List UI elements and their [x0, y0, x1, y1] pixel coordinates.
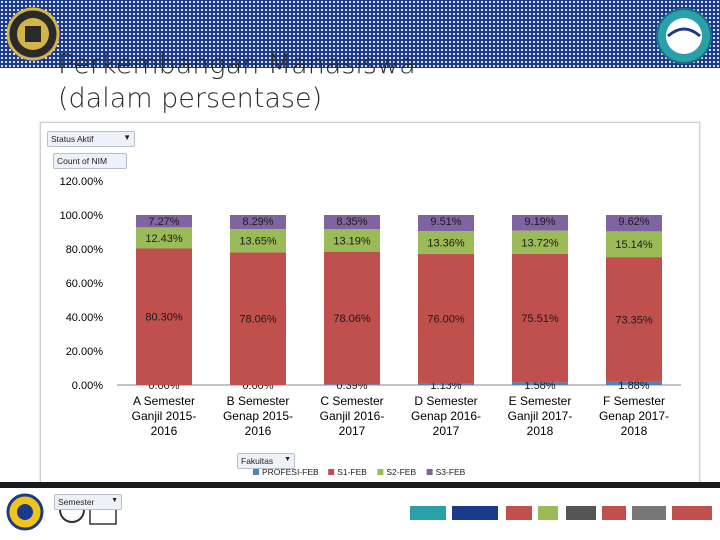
- data-label: 13.19%: [333, 235, 371, 247]
- slide-title: Perkembangan Mahasiswa (dalam persentase…: [58, 48, 416, 116]
- y-tick-label: 60.00%: [66, 278, 104, 290]
- bar-segment: [136, 248, 192, 385]
- data-label: 15.14%: [615, 239, 653, 251]
- x-tick-label: A Semester: [133, 394, 195, 408]
- partner-logos-strip: [410, 506, 712, 520]
- bar-segment: [512, 215, 568, 231]
- bar-segment: [230, 215, 286, 230]
- dropdown-icon: ▼: [111, 497, 118, 504]
- legend-swatch: [253, 469, 259, 475]
- legend-swatch: [426, 469, 433, 475]
- bar-segment: [230, 229, 286, 253]
- filter-icon: ▼: [123, 133, 131, 142]
- data-label: 80.30%: [145, 312, 183, 324]
- slide-title-line2: (dalam persentase): [58, 83, 323, 114]
- x-tick-label: D Semester: [414, 394, 477, 408]
- data-label: 13.65%: [239, 236, 277, 248]
- x-tick-label: 2018: [527, 424, 554, 438]
- x-tick-label: 2017: [433, 424, 460, 438]
- x-tick-label: Ganjil 2016-: [320, 409, 385, 423]
- x-tick-label: 2016: [151, 424, 178, 438]
- values-field-button[interactable]: Count of NIM: [53, 153, 127, 169]
- data-label: 12.43%: [145, 233, 183, 245]
- x-tick-label: 2018: [621, 424, 648, 438]
- x-tick-label: Ganjil 2015-: [132, 409, 197, 423]
- legend-entry: PROFESI-FEB: [262, 467, 319, 477]
- x-tick-label: Ganjil 2017-: [508, 409, 573, 423]
- data-label: 13.72%: [521, 237, 559, 249]
- data-label: 1.88%: [618, 380, 649, 392]
- data-label: 9.51%: [430, 216, 461, 228]
- footer-rule: [0, 482, 720, 488]
- bar-segment: [230, 252, 286, 385]
- bar-segment: [606, 381, 662, 385]
- bar-segment: [324, 215, 380, 230]
- x-tick-label: Genap 2015-: [223, 409, 293, 423]
- data-label: 9.19%: [524, 216, 555, 228]
- y-tick-label: 20.00%: [66, 346, 104, 358]
- x-tick-label: E Semester: [509, 394, 572, 408]
- legend-field-button[interactable]: Fakultas ▼: [237, 453, 295, 469]
- x-tick-label: B Semester: [227, 394, 290, 408]
- bar-segment: [512, 382, 568, 385]
- footer-band: [0, 482, 720, 540]
- y-tick-label: 80.00%: [66, 244, 104, 256]
- university-logo-footer: [6, 493, 44, 531]
- data-label: 7.27%: [148, 216, 179, 228]
- data-label: 9.62%: [618, 216, 649, 228]
- y-tick-label: 100.00%: [60, 210, 104, 222]
- university-seal-logo: [6, 7, 60, 61]
- y-tick-label: 40.00%: [66, 312, 104, 324]
- header-band: [0, 0, 720, 68]
- abest21-logo: [656, 8, 712, 64]
- pivot-chart-frame: Status Aktif ▼ Count of NIM Fakultas ▼ 0…: [40, 122, 700, 490]
- legend-swatch: [328, 469, 335, 475]
- legend-field-label: Fakultas: [241, 456, 274, 466]
- data-label: 76.00%: [427, 313, 465, 325]
- axis-field-label: Semester: [58, 497, 95, 507]
- legend-entry: S1-FEB: [337, 467, 367, 477]
- bar-segment: [418, 383, 474, 385]
- bar-segment: [418, 253, 474, 384]
- y-tick-label: 120.00%: [60, 176, 104, 188]
- x-tick-label: Genap 2016-: [411, 409, 481, 423]
- x-tick-label: C Semester: [320, 394, 383, 408]
- x-tick-label: 2017: [339, 424, 366, 438]
- y-tick-label: 0.00%: [72, 380, 103, 392]
- data-label: 78.06%: [239, 314, 277, 326]
- values-field-label: Count of NIM: [57, 156, 108, 166]
- legend-entry: S3-FEB: [436, 467, 466, 477]
- bar-segment: [136, 215, 192, 228]
- data-label: 1.58%: [524, 380, 555, 392]
- x-tick-label: Genap 2017-: [599, 409, 669, 423]
- legend-swatch: [377, 469, 384, 475]
- data-label: 73.35%: [615, 314, 653, 326]
- filter-field-button[interactable]: Status Aktif ▼: [47, 131, 135, 147]
- bar-segment: [324, 229, 380, 252]
- bar-segment: [136, 227, 192, 249]
- dropdown-icon: ▼: [284, 456, 291, 463]
- legend-entry: S2-FEB: [386, 467, 416, 477]
- bar-segment: [512, 253, 568, 383]
- x-tick-label: 2016: [245, 424, 272, 438]
- bar-segment: [512, 230, 568, 254]
- data-label: 8.35%: [336, 216, 367, 228]
- data-label: 75.51%: [521, 313, 559, 325]
- bar-segment: [606, 215, 662, 232]
- axis-field-button[interactable]: Semester ▼: [54, 494, 122, 510]
- x-tick-label: F Semester: [603, 394, 665, 408]
- data-label: 8.29%: [242, 216, 273, 228]
- filter-field-label: Status Aktif: [51, 134, 94, 144]
- bar-segment: [324, 384, 380, 385]
- bar-segment: [418, 215, 474, 232]
- slide-title-line1: Perkembangan Mahasiswa: [58, 49, 416, 80]
- data-label: 13.36%: [427, 238, 465, 250]
- bar-segment: [606, 231, 662, 258]
- bar-segment: [418, 231, 474, 254]
- data-label: 78.06%: [333, 313, 371, 325]
- bar-segment: [324, 251, 380, 385]
- stacked-bar-chart: 0.00% 20.00% 40.00% 60.00% 80.00% 100.00% 120.…: [60, 176, 681, 477]
- bar-segment: [606, 257, 662, 382]
